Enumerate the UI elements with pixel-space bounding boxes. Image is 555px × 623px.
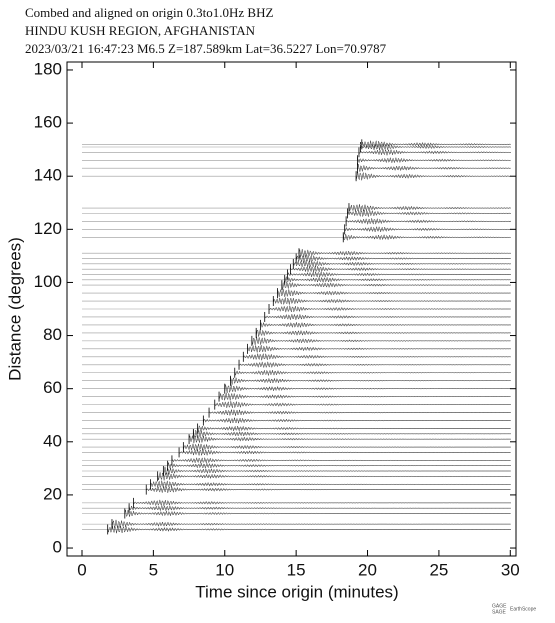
y-tick-label: 160 (34, 113, 62, 132)
seismogram (234, 369, 511, 377)
seismogram (260, 321, 511, 329)
seismogram (277, 289, 511, 298)
x-tick-label: 10 (215, 560, 234, 579)
seismogram (167, 462, 511, 470)
y-tick-label: 120 (34, 219, 62, 238)
seismogram (273, 297, 511, 305)
seismogram (230, 376, 511, 385)
x-tick-label: 30 (501, 560, 520, 579)
logo-text: SAGE (492, 609, 507, 615)
seismogram (268, 305, 511, 313)
seismogram (295, 254, 511, 263)
title-line: 2023/03/21 16:47:23 M6.5 Z=187.589km Lat… (25, 41, 387, 56)
seismogram (133, 499, 511, 507)
seismogram (208, 408, 511, 416)
seismogram (355, 171, 511, 181)
y-tick-label: 140 (34, 166, 62, 185)
y-axis-label: Distance (degrees) (5, 237, 24, 381)
title-line: Combed and aligned on origin 0.3to1.0Hz … (25, 5, 273, 20)
y-tick-label: 60 (43, 378, 62, 397)
seismogram (298, 248, 512, 258)
x-tick-label: 20 (358, 560, 377, 579)
seismogram (178, 449, 511, 456)
seismogram (360, 143, 511, 151)
y-tick-label: 20 (43, 484, 62, 503)
y-tick-label: 40 (43, 431, 62, 450)
seismogram (242, 353, 511, 361)
seismogram (357, 164, 511, 172)
seismogram (214, 400, 511, 409)
seismogram (358, 148, 512, 156)
y-tick-label: 80 (43, 325, 62, 344)
x-tick-label: 25 (429, 560, 448, 579)
seismogram (157, 472, 511, 481)
seismogram (255, 329, 511, 338)
seismogram (197, 425, 511, 433)
y-tick-label: 0 (53, 538, 62, 557)
seismogram (203, 417, 511, 424)
x-tick-label: 5 (149, 560, 158, 579)
seismogram (284, 276, 511, 284)
y-tick-label: 100 (34, 272, 62, 291)
seismogram (171, 457, 511, 464)
seismogram (344, 225, 511, 233)
plot-frame (66, 61, 517, 557)
seismogram (150, 480, 511, 488)
seismogram (264, 313, 511, 320)
seismogram (290, 265, 511, 273)
logo-text: EarthScope (510, 606, 536, 612)
seismogram (357, 157, 511, 164)
seismogram (343, 233, 511, 241)
x-tick-label: 0 (77, 560, 86, 579)
seismogram (293, 260, 511, 268)
seismogram (238, 361, 511, 369)
seismogram (193, 429, 511, 439)
seismogram (128, 504, 511, 512)
seismogram (347, 209, 511, 217)
seismogram (183, 443, 511, 451)
seismogram (287, 271, 511, 279)
logo-text: GAGE (492, 603, 507, 609)
seismogram (361, 140, 511, 149)
seismogram (188, 435, 511, 444)
y-tick-label: 180 (34, 59, 62, 78)
seismogram (247, 345, 511, 353)
seismogram (345, 217, 512, 226)
seismogram (124, 509, 511, 518)
seismogram (348, 204, 511, 212)
seismogram (145, 486, 511, 494)
x-tick-label: 15 (287, 560, 306, 579)
x-axis-label: Time since origin (minutes) (195, 582, 398, 601)
seismogram (281, 281, 511, 290)
seismogram (218, 392, 511, 401)
seismogram (251, 336, 511, 345)
seismogram (107, 525, 511, 534)
seismogram (111, 519, 511, 529)
title-line: HINDU KUSH REGION, AFGHANISTAN (25, 23, 256, 38)
seismogram (224, 384, 511, 393)
seismogram (163, 466, 511, 475)
